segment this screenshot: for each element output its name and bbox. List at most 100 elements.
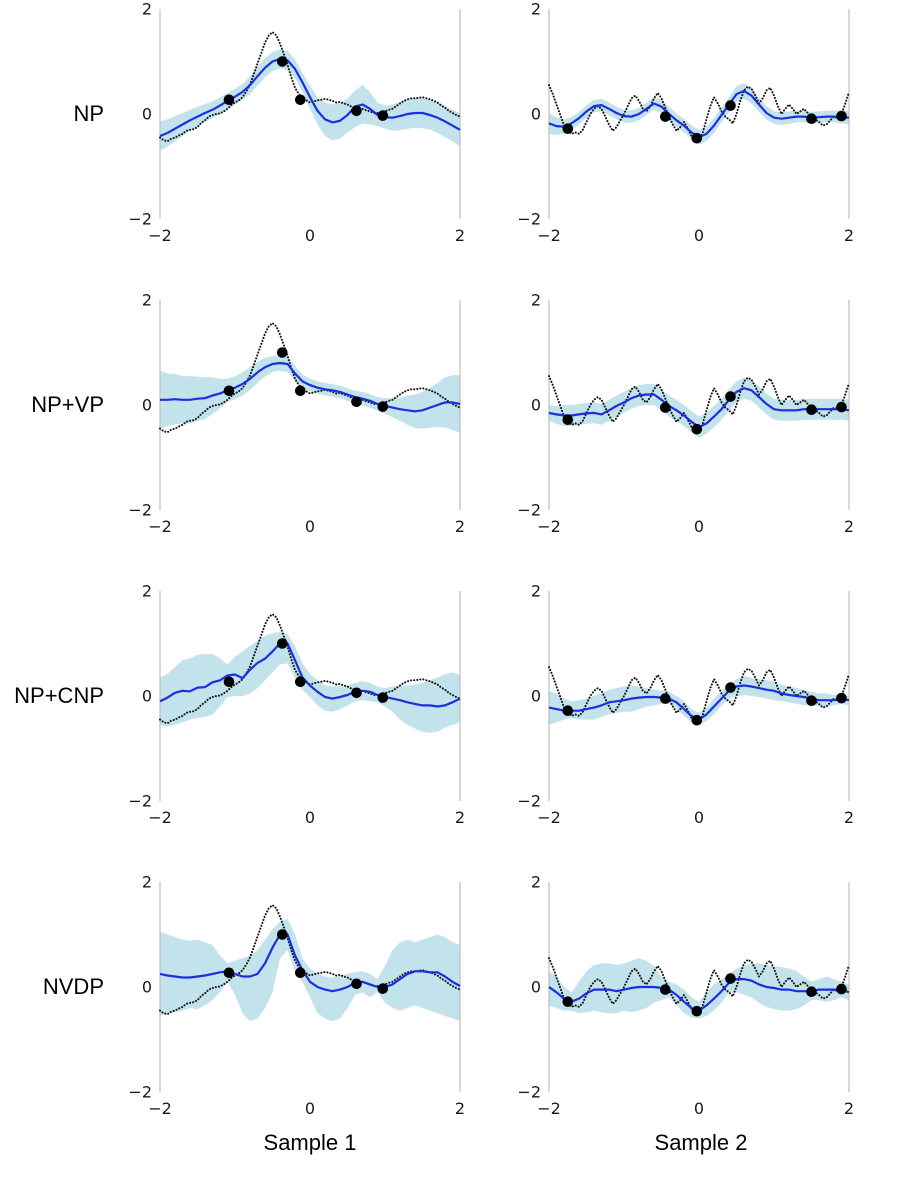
y-tick-label: −2 (517, 501, 541, 520)
context-point (836, 692, 847, 704)
context-point (277, 638, 288, 649)
y-tick-label: −2 (128, 1083, 152, 1102)
plot-NP-Sample 1: 2 0 −2−2 0 2 (128, 0, 465, 245)
col-label-sample1: Sample 1 (263, 1130, 357, 1155)
plot-NP+VP-Sample 1: 2 0 −2−2 0 2 (128, 291, 465, 537)
plot-NP-Sample 2: 2 0 −2−2 0 2 (517, 0, 854, 245)
context-point (377, 110, 389, 121)
context-point (562, 705, 574, 716)
context-point (660, 984, 671, 995)
y-tick-label: 2 (531, 291, 541, 310)
x-tick-label: 0 (305, 808, 315, 827)
axis-spines (548, 591, 850, 801)
tick-labels: 2 0 −2−2 0 2 (128, 291, 465, 537)
true-function-line (159, 30, 461, 143)
plot-NP+VP-Sample 2: 2 0 −2−2 0 2 (517, 291, 854, 537)
context-point (806, 695, 817, 706)
tick-labels: 2 0 −2−2 0 2 (517, 0, 854, 245)
context-point (836, 110, 847, 122)
y-tick-label: −2 (517, 792, 541, 811)
x-tick-label: −2 (148, 517, 172, 536)
x-tick-label: 2 (844, 808, 854, 827)
true-function-line (159, 321, 461, 434)
x-tick-label: 2 (455, 808, 465, 827)
context-point (806, 404, 817, 415)
context-point (562, 123, 574, 134)
x-tick-label: 2 (455, 517, 465, 536)
mean-prediction-line (160, 361, 461, 413)
col-label-sample2: Sample 2 (654, 1130, 748, 1155)
context-point (295, 967, 306, 979)
context-point (277, 929, 288, 940)
y-tick-label: −2 (517, 1083, 541, 1102)
x-tick-label: 2 (455, 1099, 465, 1118)
y-tick-label: 2 (531, 582, 541, 601)
context-point (806, 113, 817, 124)
y-tick-label: 0 (142, 978, 152, 997)
context-point (691, 132, 703, 144)
plot-NVDP-Sample 2: 2 0 −2−2 0 2 (517, 873, 854, 1119)
x-tick-label: 0 (305, 517, 315, 536)
plot-NVDP-Sample 1: 2 0 −2−2 0 2 (128, 873, 465, 1119)
context-point (351, 396, 362, 408)
panel-np-sample1: 2 0 −2 −2 0 2 (100, 0, 485, 259)
row-label-np-cnp: NP+CNP (14, 683, 104, 708)
context-points (223, 56, 389, 121)
x-tick-label: 0 (694, 226, 704, 245)
uncertainty-band (160, 355, 460, 433)
context-points (223, 638, 389, 703)
x-tick-label: 2 (844, 517, 854, 536)
y-tick-label: −2 (128, 792, 152, 811)
uncertainty-band (160, 632, 460, 733)
y-tick-label: −2 (517, 210, 541, 229)
context-point (660, 111, 671, 122)
y-tick-label: 0 (142, 687, 152, 706)
context-point (660, 402, 671, 413)
context-point (295, 385, 306, 397)
x-tick-label: −2 (537, 1099, 561, 1118)
context-point (691, 1005, 703, 1017)
panel-np-vp-sample2: 2 0 −2 −2 0 2 (489, 284, 874, 550)
mean-prediction-line (159, 57, 461, 138)
y-tick-label: 2 (142, 291, 152, 310)
row-label-nvdp: NVDP (42, 974, 104, 999)
x-tick-label: 2 (844, 1099, 854, 1118)
x-tick-label: −2 (537, 517, 561, 536)
panel-nvdp-sample2: 2 0 −2 −2 0 2 (489, 866, 874, 1132)
context-point (377, 692, 389, 703)
axis-spines (159, 300, 461, 510)
row-label-np: NP (73, 101, 104, 126)
y-tick-label: 2 (142, 873, 152, 892)
context-point (351, 105, 362, 117)
panel-np-cnp-sample2: 2 0 −2 −2 0 2 (489, 575, 874, 841)
context-point (223, 676, 235, 688)
context-point (351, 978, 362, 990)
x-tick-label: 0 (694, 808, 704, 827)
uncertainty-band (549, 377, 849, 438)
context-point (806, 986, 817, 997)
context-point (691, 714, 703, 726)
context-point (725, 391, 736, 402)
context-points (562, 973, 847, 1017)
x-tick-label: 2 (844, 226, 854, 245)
axis-spines (159, 9, 461, 219)
true-function-line (159, 903, 461, 1016)
y-tick-label: 0 (531, 687, 541, 706)
x-tick-label: 0 (305, 1099, 315, 1118)
x-tick-label: −2 (148, 1099, 172, 1118)
plot-NP+CNP-Sample 2: 2 0 −2−2 0 2 (517, 582, 854, 828)
panel-nvdp-sample1: 2 0 −2 −2 0 2 (100, 866, 485, 1132)
uncertainty-band (160, 918, 460, 1022)
y-tick-label: 2 (142, 0, 152, 19)
tick-labels: 2 0 −2−2 0 2 (517, 291, 854, 537)
context-point (836, 401, 847, 413)
x-tick-label: 0 (694, 1099, 704, 1118)
context-point (562, 414, 574, 425)
axis-spines (548, 300, 850, 510)
y-tick-label: −2 (128, 501, 152, 520)
context-point (295, 676, 306, 688)
y-tick-label: 2 (142, 582, 152, 601)
context-point (725, 973, 736, 984)
y-tick-label: 0 (531, 396, 541, 415)
x-tick-label: 2 (455, 226, 465, 245)
